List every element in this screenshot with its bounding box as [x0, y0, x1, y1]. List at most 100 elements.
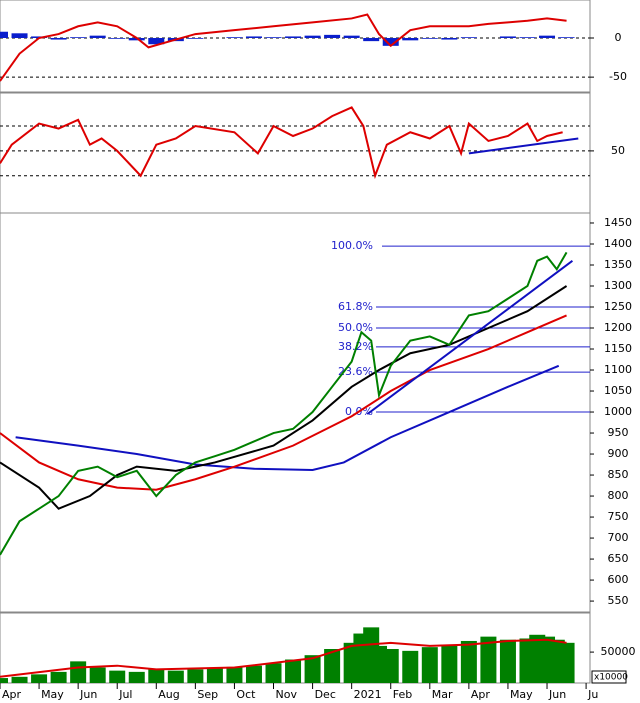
bar [50, 671, 67, 683]
y-tick-label: 1200 [604, 321, 632, 334]
fib-label: 61.8% [338, 300, 373, 313]
bar [558, 642, 575, 683]
y-tick-label: 850 [608, 468, 629, 481]
bar [363, 38, 380, 42]
bar [402, 650, 419, 683]
line [0, 314, 567, 491]
bar [167, 670, 184, 683]
bar [539, 35, 556, 38]
bar [226, 666, 243, 683]
bar [324, 34, 341, 38]
y-tick-label: 1000 [604, 405, 632, 418]
bar [0, 678, 8, 683]
bar [265, 37, 282, 38]
bar [441, 38, 458, 40]
bar [187, 669, 204, 683]
bar [519, 37, 536, 38]
bar [421, 647, 438, 683]
x-tick-label: Jun [548, 688, 566, 701]
y-tick-label: 0 [615, 31, 622, 44]
bar [89, 667, 106, 683]
x-tick-label: Oct [236, 688, 256, 701]
bar [402, 38, 419, 41]
line [0, 13, 567, 82]
bar [148, 38, 165, 45]
x-tick-label: Mar [432, 688, 453, 701]
bar [460, 37, 477, 38]
y-tick-label: 800 [608, 489, 629, 502]
y-tick-label: 50000 [601, 645, 636, 658]
bar [187, 38, 204, 39]
bar [148, 669, 165, 683]
bar [558, 37, 575, 38]
bar [382, 38, 399, 46]
line [0, 638, 567, 678]
bar [265, 663, 282, 683]
y-tick-label: 1150 [604, 342, 632, 355]
bar [31, 674, 48, 683]
line [468, 137, 579, 155]
bar [499, 36, 516, 38]
bar [324, 649, 341, 683]
y-tick-label: 950 [608, 426, 629, 439]
bar [89, 35, 106, 38]
y-tick-label: 1050 [604, 384, 632, 397]
fib-label: 50.0% [338, 321, 373, 334]
unit-box [591, 670, 627, 684]
y-tick-label: 650 [608, 552, 629, 565]
x-tick-label: Apr [471, 688, 491, 701]
bar [382, 649, 399, 683]
bar [285, 36, 302, 38]
y-tick-label: 600 [608, 573, 629, 586]
x-tick-label: 2021 [354, 688, 382, 701]
fib-label: 100.0% [331, 239, 373, 252]
bar [11, 33, 28, 38]
bar [70, 661, 87, 683]
x-tick-label: Apr [2, 688, 22, 701]
line [0, 285, 568, 510]
bar [421, 38, 438, 39]
x-tick-label: May [41, 688, 64, 701]
x-tick-label: Feb [393, 688, 412, 701]
y-tick-label: 900 [608, 447, 629, 460]
bar [460, 640, 477, 683]
y-tick-label: 50 [611, 144, 625, 157]
bar [50, 38, 67, 40]
bar [226, 37, 243, 38]
bar [70, 37, 87, 38]
y-tick-label: 1300 [604, 279, 632, 292]
bar [499, 639, 516, 683]
bar [128, 671, 145, 683]
y-tick-label: 1400 [604, 237, 632, 250]
y-tick-label: 550 [608, 594, 629, 607]
line [0, 251, 568, 556]
bar [285, 659, 302, 683]
y-tick-label: 1100 [604, 363, 632, 376]
bar [441, 645, 458, 683]
y-tick-label: -50 [609, 70, 627, 83]
x-tick-label: Jul [118, 688, 132, 701]
line [366, 259, 574, 415]
bar [304, 655, 321, 683]
fib-label: 38.2% [338, 340, 373, 353]
bar [109, 38, 126, 39]
bar [343, 35, 360, 38]
x-tick-label: Ju [587, 688, 598, 701]
y-tick-label: 750 [608, 510, 629, 523]
y-tick-label: 700 [608, 531, 629, 544]
line [0, 106, 563, 180]
unit-label: x10000 [594, 673, 628, 683]
bar [206, 668, 223, 683]
y-tick-label: 1350 [604, 258, 632, 271]
bar [304, 35, 321, 38]
bar [109, 670, 126, 683]
bar [245, 36, 262, 38]
y-tick-label: 1450 [604, 216, 632, 229]
x-tick-label: May [510, 688, 533, 701]
bar [245, 665, 262, 683]
line [15, 364, 560, 472]
x-tick-label: Dec [315, 688, 336, 701]
panel-frame [0, 92, 591, 214]
bar [0, 31, 8, 38]
